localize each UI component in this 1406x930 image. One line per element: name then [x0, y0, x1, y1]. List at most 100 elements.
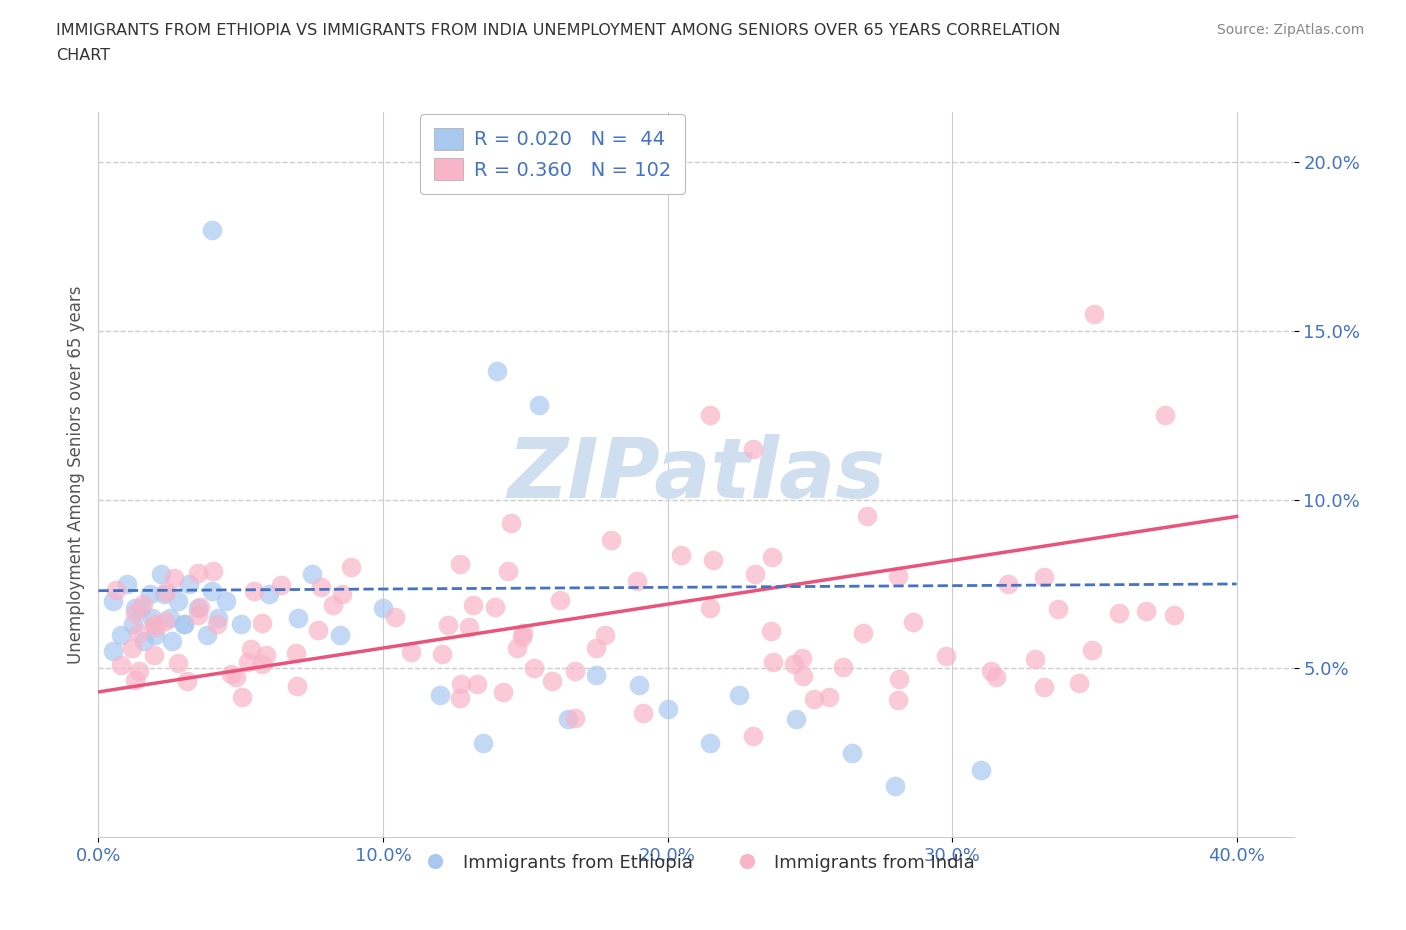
Point	[132, 634, 155, 649]
Point	[741, 728, 763, 743]
Point	[841, 745, 863, 760]
Point	[340, 560, 363, 575]
Point	[110, 658, 132, 672]
Point	[231, 690, 253, 705]
Point	[150, 566, 173, 581]
Point	[1083, 307, 1105, 322]
Point	[450, 677, 472, 692]
Point	[250, 616, 273, 631]
Point	[207, 610, 229, 625]
Y-axis label: Unemployment Among Seniors over 65 years: Unemployment Among Seniors over 65 years	[66, 286, 84, 663]
Point	[449, 691, 471, 706]
Point	[307, 623, 329, 638]
Point	[101, 593, 124, 608]
Text: IMMIGRANTS FROM ETHIOPIA VS IMMIGRANTS FROM INDIA UNEMPLOYMENT AMONG SENIORS OVE: IMMIGRANTS FROM ETHIOPIA VS IMMIGRANTS F…	[56, 23, 1060, 38]
Point	[173, 617, 195, 631]
Point	[969, 762, 991, 777]
Point	[188, 600, 211, 615]
Point	[371, 600, 394, 615]
Point	[1069, 676, 1091, 691]
Point	[485, 364, 508, 379]
Point	[285, 678, 308, 693]
Point	[628, 678, 651, 693]
Point	[832, 659, 855, 674]
Point	[236, 654, 259, 669]
Point	[124, 672, 146, 687]
Point	[564, 663, 586, 678]
Legend: Immigrants from Ethiopia, Immigrants from India: Immigrants from Ethiopia, Immigrants fro…	[411, 846, 981, 879]
Point	[744, 566, 766, 581]
Point	[138, 587, 160, 602]
Text: Source: ZipAtlas.com: Source: ZipAtlas.com	[1216, 23, 1364, 37]
Point	[1080, 643, 1102, 658]
Point	[329, 627, 352, 642]
Point	[1032, 679, 1054, 694]
Point	[153, 587, 176, 602]
Point	[901, 615, 924, 630]
Point	[270, 578, 292, 592]
Point	[790, 650, 813, 665]
Point	[195, 627, 218, 642]
Point	[167, 593, 190, 608]
Point	[399, 644, 422, 659]
Point	[496, 564, 519, 578]
Point	[173, 617, 195, 631]
Point	[935, 648, 957, 663]
Point	[250, 657, 273, 671]
Point	[187, 608, 209, 623]
Point	[585, 668, 607, 683]
Point	[229, 617, 252, 631]
Point	[564, 711, 586, 725]
Point	[510, 630, 533, 644]
Point	[132, 597, 155, 612]
Point	[143, 647, 166, 662]
Point	[1154, 408, 1177, 423]
Point	[121, 617, 143, 631]
Point	[141, 610, 163, 625]
Point	[104, 582, 127, 597]
Point	[179, 577, 201, 591]
Point	[997, 577, 1019, 591]
Point	[540, 674, 562, 689]
Point	[162, 634, 184, 649]
Point	[1108, 605, 1130, 620]
Point	[512, 625, 534, 640]
Point	[761, 624, 783, 639]
Point	[124, 600, 146, 615]
Point	[159, 610, 181, 625]
Point	[187, 565, 209, 580]
Point	[187, 600, 209, 615]
Point	[465, 676, 488, 691]
Point	[657, 701, 679, 716]
Point	[550, 592, 572, 607]
Point	[727, 688, 749, 703]
Point	[1135, 604, 1157, 618]
Point	[1163, 607, 1185, 622]
Point	[461, 598, 484, 613]
Point	[699, 735, 721, 750]
Point	[257, 587, 280, 602]
Point	[287, 610, 309, 625]
Point	[201, 583, 224, 598]
Point	[471, 735, 494, 750]
Point	[145, 619, 167, 634]
Point	[239, 642, 262, 657]
Point	[101, 644, 124, 658]
Point	[430, 647, 453, 662]
Point	[449, 557, 471, 572]
Point	[176, 673, 198, 688]
Point	[254, 647, 277, 662]
Point	[143, 627, 166, 642]
Point	[437, 618, 460, 632]
Point	[121, 641, 143, 656]
Point	[702, 552, 724, 567]
Point	[115, 577, 138, 591]
Point	[129, 600, 152, 615]
Point	[762, 655, 785, 670]
Point	[887, 692, 910, 707]
Point	[785, 711, 807, 726]
Point	[499, 516, 522, 531]
Point	[984, 670, 1007, 684]
Point	[128, 626, 150, 641]
Point	[384, 609, 406, 624]
